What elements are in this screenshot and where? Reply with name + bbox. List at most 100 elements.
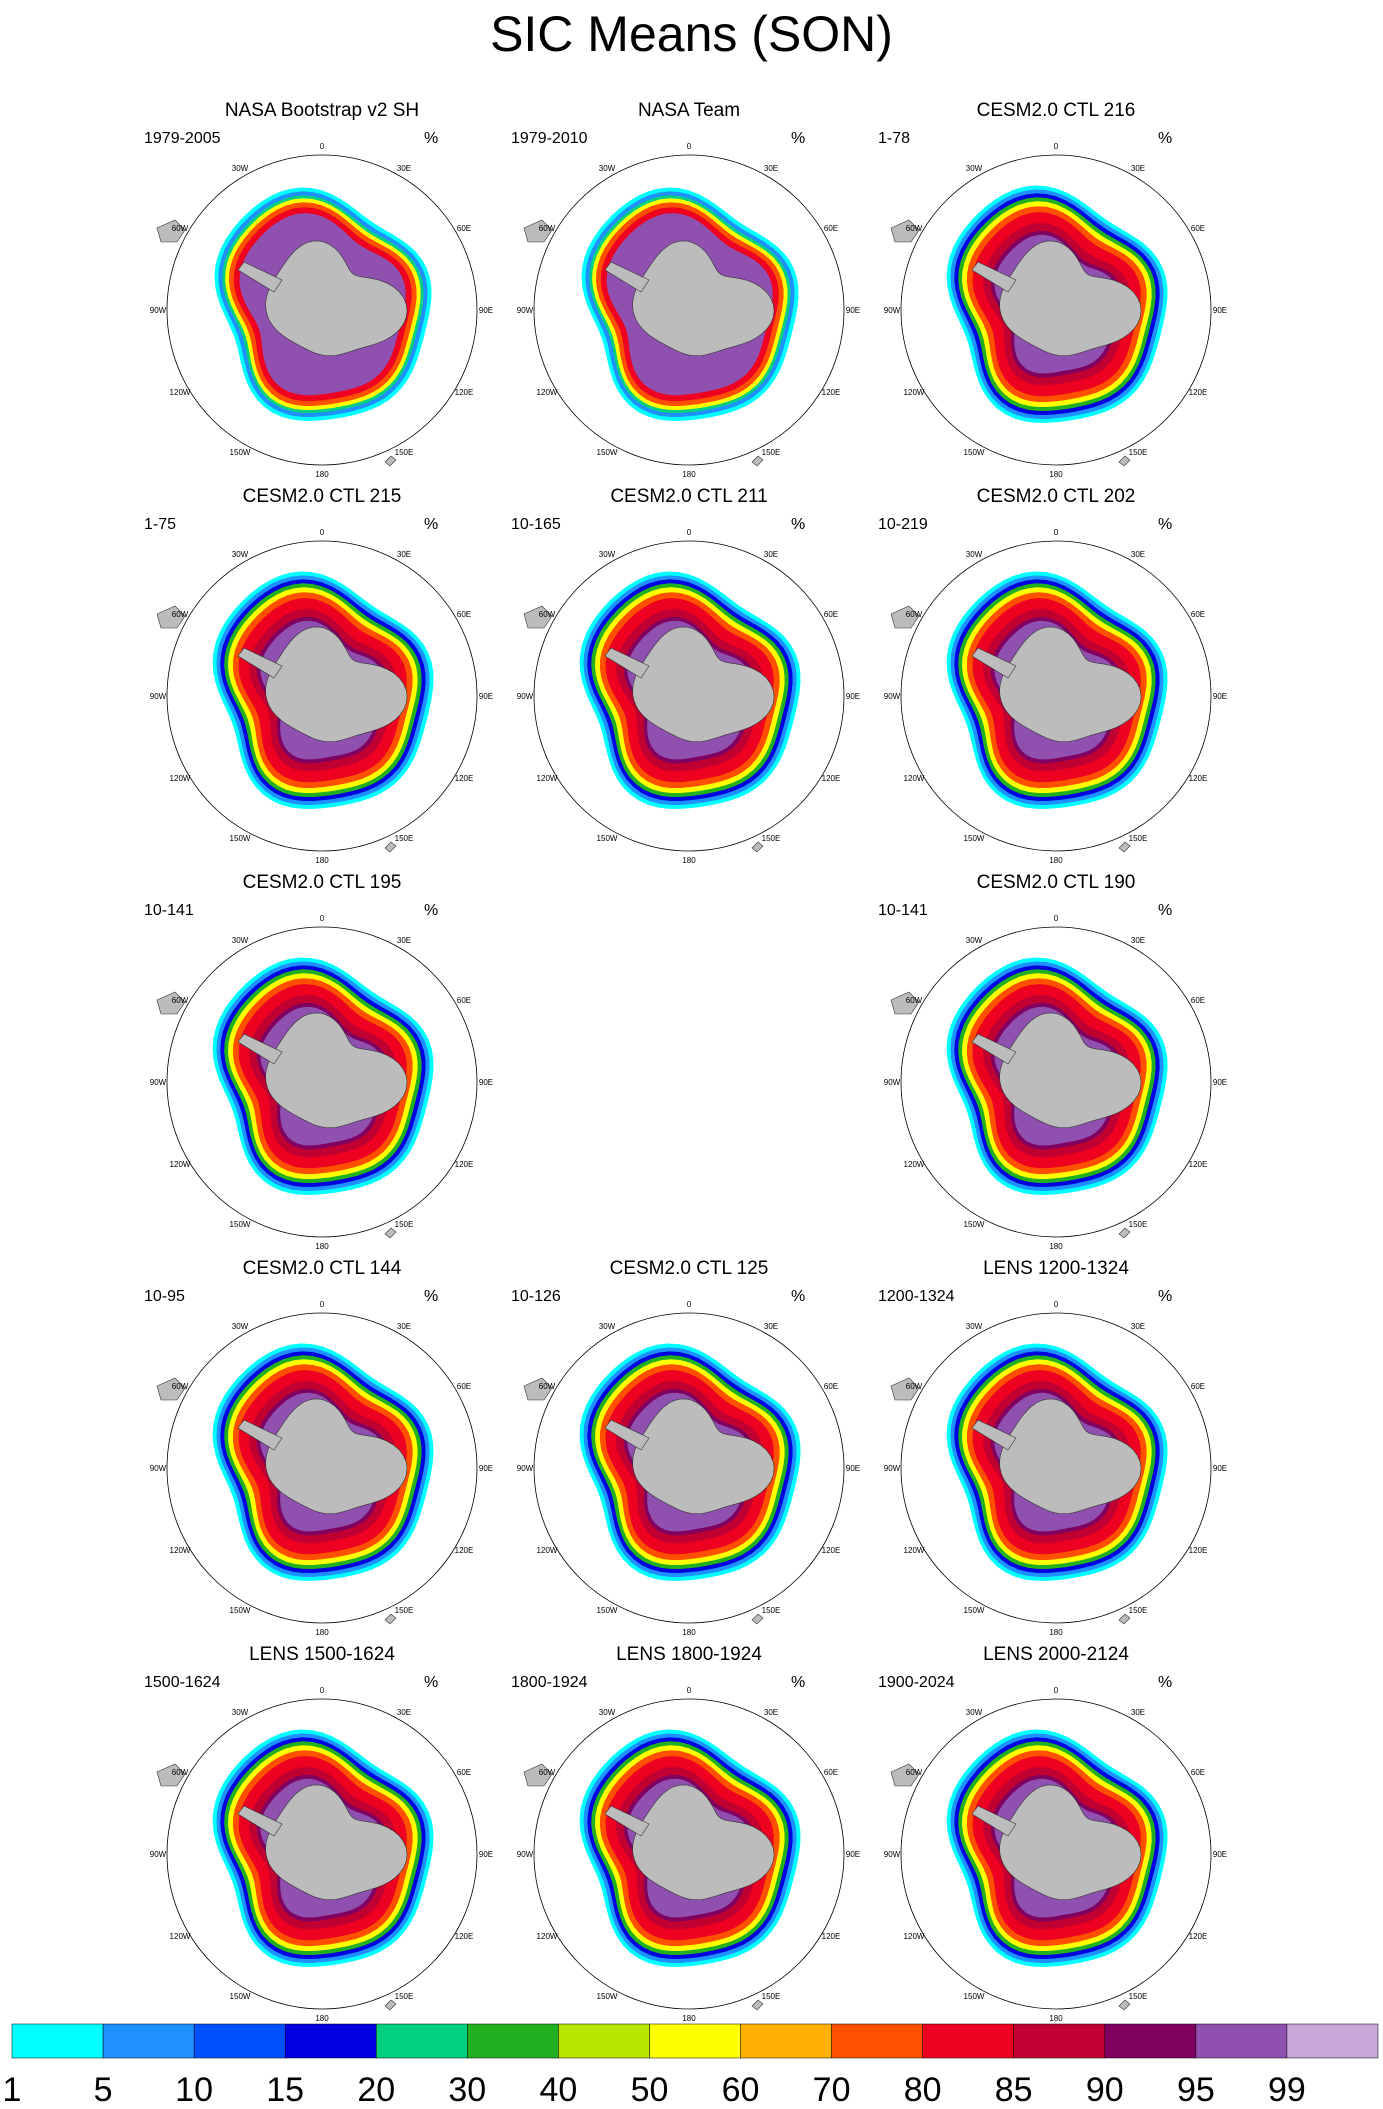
map-panel: CESM2.0 CTL 215 1-75% 0 30E 60E 90E 120E 150E 18… — [102, 486, 542, 871]
longitude-label: 180 — [1049, 2014, 1063, 2023]
polar-map: 0 30E 60E 90E 120E 150E 180 150W 120W 90W 60W 30W — [517, 1686, 860, 2023]
panel-unit: % — [791, 1674, 806, 1691]
panel-years: 1800-1924 — [511, 1674, 588, 1691]
new-zealand-tip — [1118, 455, 1131, 467]
panel-title: NASA Team — [637, 100, 741, 121]
panel-unit: % — [1158, 902, 1173, 919]
longitude-label: 150W — [964, 1606, 985, 1615]
map-panel: CESM2.0 CTL 190 10-141% 0 30E 60E 90E 120E 150E… — [836, 872, 1276, 1257]
longitude-label: 90W — [884, 692, 901, 701]
longitude-label: 90E — [846, 1850, 860, 1859]
antarctica-landmass — [632, 1784, 775, 1901]
antarctica-landmass — [265, 1784, 408, 1901]
longitude-label: 60W — [172, 1382, 189, 1391]
longitude-label: 30E — [1131, 1708, 1145, 1717]
longitude-label: 150E — [395, 1220, 414, 1229]
panel-years: 1-78 — [878, 130, 911, 147]
longitude-label: 180 — [682, 470, 696, 479]
colorbar-tick-label: 95 — [1176, 2071, 1215, 2109]
new-zealand-tip — [384, 1999, 397, 2011]
panel-years: 1979-2005 — [144, 130, 221, 147]
longitude-label: 150W — [964, 834, 985, 843]
antarctica-landmass — [999, 1398, 1142, 1515]
panel-years: 1979-2010 — [511, 130, 588, 147]
longitude-label: 60W — [906, 224, 923, 233]
antarctic-peninsula — [604, 1805, 650, 1837]
longitude-label: 90W — [150, 692, 167, 701]
longitude-label: 0 — [687, 142, 692, 151]
longitude-label: 90W — [150, 1464, 167, 1473]
south-america-tip — [523, 1763, 553, 1787]
longitude-label: 30E — [397, 550, 411, 559]
new-zealand-tip — [1118, 1999, 1131, 2011]
colorbar-tick-label: 80 — [903, 2071, 942, 2109]
polar-map: 0 30E 60E 90E 120E 150E 180 150W 120W 90W 60W 30W — [517, 142, 860, 479]
figure-title: SIC Means (SON) — [490, 6, 893, 62]
longitude-label: 0 — [1054, 1686, 1059, 1695]
longitude-label: 150E — [1129, 834, 1148, 843]
polar-map: 0 30E 60E 90E 120E 150E 180 150W 120W 90W 60W 30W — [884, 1686, 1227, 2023]
longitude-label: 30E — [764, 550, 778, 559]
longitude-label: 30W — [966, 164, 983, 173]
longitude-label: 120W — [904, 1160, 925, 1169]
panel-title: CESM2.0 CTL 216 — [976, 100, 1136, 121]
longitude-label: 30W — [966, 1708, 983, 1717]
antarctic-peninsula — [971, 1805, 1017, 1837]
colorbar-tick-label: 90 — [1085, 2071, 1124, 2109]
longitude-label: 120E — [455, 1932, 474, 1941]
longitude-label: 60W — [906, 996, 923, 1005]
longitude-label: 90E — [846, 1464, 860, 1473]
longitude-label: 120W — [904, 388, 925, 397]
panel-years: 10-141 — [878, 902, 928, 919]
longitude-label: 60E — [457, 1768, 471, 1777]
new-zealand-tip — [1118, 1613, 1131, 1625]
panel-title: LENS 1500-1624 — [249, 1644, 395, 1665]
antarctica-landmass — [265, 240, 408, 357]
longitude-label: 150E — [762, 1606, 781, 1615]
longitude-label: 150W — [597, 448, 618, 457]
map-panel: CESM2.0 CTL 195 10-141% 0 30E 60E 90E 120E 150E… — [102, 872, 542, 1257]
polar-map: 0 30E 60E 90E 120E 150E 180 150W 120W 90W 60W 30W — [150, 1686, 493, 2023]
longitude-label: 60W — [539, 610, 556, 619]
polar-map: 0 30E 60E 90E 120E 150E 180 150W 120W 90W 60W 30W — [150, 528, 493, 865]
colorbar-tick-label: 5 — [93, 2071, 113, 2109]
longitude-label: 30W — [232, 1322, 249, 1331]
antarctic-peninsula — [971, 1033, 1017, 1065]
longitude-label: 0 — [687, 1686, 692, 1695]
longitude-label: 30W — [599, 1322, 616, 1331]
longitude-label: 120E — [822, 774, 841, 783]
longitude-label: 60W — [172, 610, 189, 619]
map-panel: NASA Bootstrap v2 SH 1979-2005% 0 30E 60E 90E… — [102, 100, 542, 485]
longitude-label: 150E — [1129, 1606, 1148, 1615]
longitude-label: 90E — [1213, 306, 1227, 315]
map-panel: LENS 1500-1624 1500-1624% 0 30E 60E 90E 120E 15… — [102, 1644, 542, 2029]
panel-title: CESM2.0 CTL 190 — [976, 872, 1136, 893]
south-america-tip — [523, 605, 553, 629]
longitude-label: 0 — [1054, 914, 1059, 923]
panel-unit: % — [1158, 1288, 1173, 1305]
longitude-label: 90W — [884, 1078, 901, 1087]
longitude-label: 0 — [320, 142, 325, 151]
longitude-label: 90E — [479, 306, 493, 315]
antarctica-landmass — [999, 240, 1142, 357]
antarctic-peninsula — [237, 1033, 283, 1065]
longitude-label: 120W — [537, 774, 558, 783]
map-panel: CESM2.0 CTL 216 1-78% 0 30E 60E 90E 120E 150E 18… — [836, 100, 1276, 485]
panel-title: CESM2.0 CTL 215 — [242, 486, 402, 507]
longitude-label: 60E — [1191, 996, 1205, 1005]
longitude-label: 60E — [457, 996, 471, 1005]
new-zealand-tip — [751, 1999, 764, 2011]
antarctica-landmass — [999, 1012, 1142, 1129]
longitude-label: 120E — [822, 1932, 841, 1941]
longitude-label: 90E — [846, 306, 860, 315]
panel-years: 1500-1624 — [144, 1674, 221, 1691]
longitude-label: 90W — [150, 1078, 167, 1087]
longitude-label: 120W — [537, 1546, 558, 1555]
antarctic-peninsula — [604, 647, 650, 679]
longitude-label: 90E — [479, 1850, 493, 1859]
longitude-label: 120W — [170, 388, 191, 397]
south-america-tip — [890, 605, 920, 629]
polar-map: 0 30E 60E 90E 120E 150E 180 150W 120W 90W 60W 30W — [884, 142, 1227, 479]
longitude-label: 60W — [172, 224, 189, 233]
